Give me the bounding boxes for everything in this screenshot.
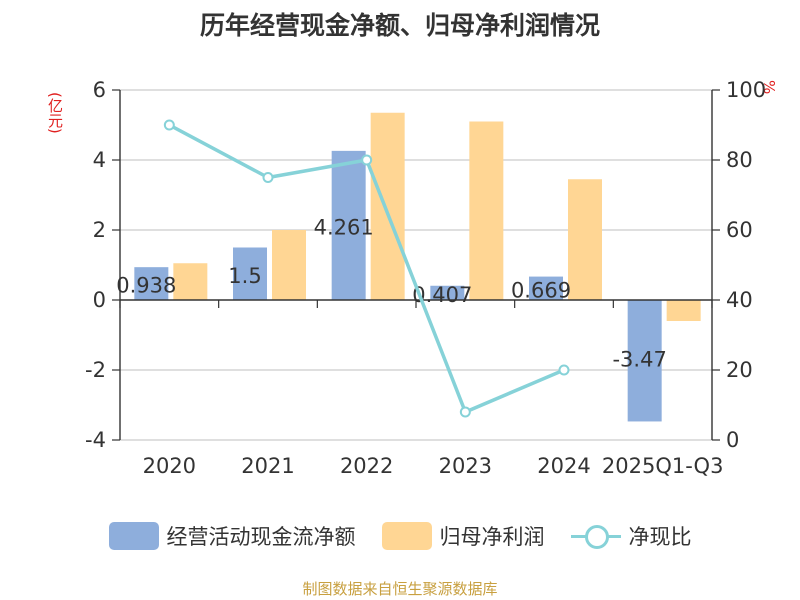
bar-cash-2020 xyxy=(134,267,169,300)
left-axis-tick-label: 6 xyxy=(93,78,106,102)
legend-item-profit[interactable]: 归母净利润 xyxy=(381,521,545,551)
x-axis-label-2021: 2021 xyxy=(241,454,294,478)
bar-profit-2024 xyxy=(568,179,602,300)
bar-profit-2021 xyxy=(272,230,306,300)
left-axis-tick-label: -4 xyxy=(85,428,106,452)
left-axis-tick-label: 2 xyxy=(93,218,106,242)
bar-cash-2021 xyxy=(233,247,267,300)
legend: 经营活动现金流净额 归母净利润 净现比 xyxy=(0,516,800,556)
bar-profit-2023 xyxy=(469,121,504,300)
chart-title: 历年经营现金净额、归母净利润情况 xyxy=(199,11,600,40)
x-axis-label-2022: 2022 xyxy=(340,454,393,478)
x-axis-label-2020: 2020 xyxy=(143,454,196,478)
data-label-cash-2024: 0.669 xyxy=(511,278,571,302)
legend-swatch-cash xyxy=(108,522,159,550)
right-axis-tick-label: 0 xyxy=(726,428,739,452)
point-ratio-2021 xyxy=(262,172,274,183)
right-axis-tick-label: 80 xyxy=(726,148,753,172)
point-ratio-2024 xyxy=(558,364,570,376)
data-source: 制图数据来自恒生聚源数据库 xyxy=(302,580,498,598)
left-axis-tick-label: 4 xyxy=(93,148,106,172)
bar-cash-2025Q1-Q3 xyxy=(627,300,662,422)
right-axis-tick-label: 20 xyxy=(726,358,753,382)
right-axis-tick-label: 100 xyxy=(726,78,766,102)
bar-cash-2024 xyxy=(529,276,563,300)
data-label-cash-2021: 1.5 xyxy=(228,264,261,288)
left-axis-tick-label: -2 xyxy=(85,358,106,382)
legend-label-ratio: 净现比 xyxy=(628,525,692,549)
legend-item-cash[interactable]: 经营活动现金流净额 xyxy=(108,521,356,551)
legend-swatch-ratio xyxy=(570,522,621,550)
point-ratio-2022 xyxy=(361,154,373,166)
point-ratio-2020 xyxy=(163,119,175,131)
left-axis-unit: (亿元) xyxy=(46,92,64,134)
data-label-cash-2025Q1-Q3: -3.47 xyxy=(612,348,666,372)
bar-cash-2022 xyxy=(331,150,366,300)
bar-profit-2020 xyxy=(173,263,208,300)
point-ratio-2023 xyxy=(459,406,471,418)
legend-label-profit: 归母净利润 xyxy=(439,525,545,549)
bar-cash-2023 xyxy=(430,285,465,300)
bar-profit-2025Q1-Q3 xyxy=(666,300,701,321)
data-label-cash-2022: 4.261 xyxy=(314,215,374,239)
right-axis-tick-label: 40 xyxy=(726,288,753,312)
x-axis-label-2024: 2024 xyxy=(537,454,590,478)
legend-label-cash: 经营活动现金流净额 xyxy=(166,525,356,549)
right-axis-tick-label: 60 xyxy=(726,218,753,242)
x-axis-label-2025Q1-Q3: 2025Q1-Q3 xyxy=(602,454,724,478)
legend-swatch-profit xyxy=(381,522,432,550)
left-axis-tick-label: 0 xyxy=(93,288,106,312)
data-label-cash-2020: 0.938 xyxy=(116,274,176,298)
legend-item-ratio[interactable]: 净现比 xyxy=(570,521,692,551)
bar-profit-2022 xyxy=(370,112,405,300)
x-axis-label-2023: 2023 xyxy=(439,454,492,478)
